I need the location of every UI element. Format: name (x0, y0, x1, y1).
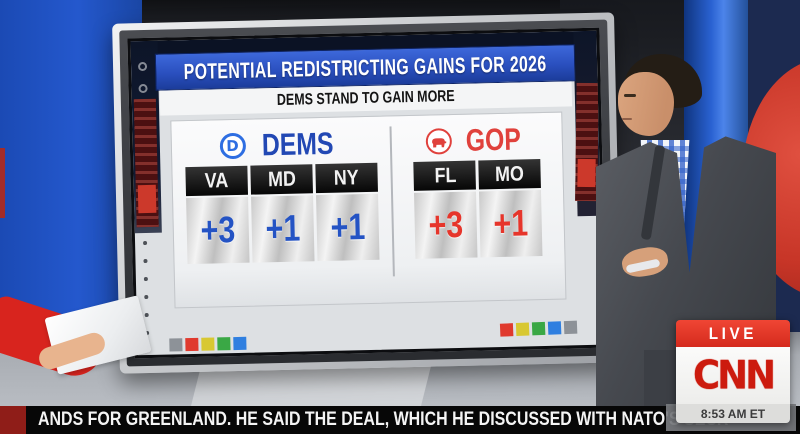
state-abbr: VA (204, 168, 229, 193)
state-gain: +3 (414, 191, 478, 259)
swatch (499, 323, 514, 337)
swatch (217, 337, 231, 351)
state-header: MD (250, 164, 313, 195)
gain-value: +3 (428, 203, 464, 246)
ticker-text: ANDS FOR GREENLAND. HE SAID THE DEAL, WH… (38, 409, 729, 430)
gop-header: GOP (391, 119, 562, 163)
left-legend-panel (133, 98, 159, 228)
state-header: VA (185, 165, 248, 197)
state-header: NY (315, 162, 378, 194)
state-cell-mo[interactable]: MO +1 (478, 159, 543, 258)
dems-header: D DEMS (171, 122, 390, 167)
broadcast-time: 8:53 AM ET (700, 406, 766, 421)
legend-highlight (577, 158, 596, 188)
state-gain: +1 (315, 193, 380, 262)
dems-state-row: VA +3 MD +1 NY +1 (172, 162, 392, 265)
swatch (515, 322, 530, 337)
gain-value: +3 (199, 209, 236, 251)
gop-section: GOP FL +3 MO +1 (391, 113, 565, 303)
network-bug: LIVE CNN 8:53 AM ET (676, 320, 790, 423)
gain-value: +1 (264, 207, 301, 250)
swatch (185, 337, 199, 352)
headline-text: POTENTIAL REDISTRICTING GAINS FOR 2026 (183, 50, 547, 84)
dems-section: D DEMS VA +3 MD +1 (171, 116, 393, 307)
anchor-face (618, 72, 674, 136)
democrat-logo-icon: D (219, 132, 246, 160)
subheadline-text: DEMS STAND TO GAIN MORE (276, 87, 455, 109)
state-cell-va[interactable]: VA +3 (185, 165, 250, 265)
state-header: FL (413, 160, 477, 191)
state-abbr: NY (333, 165, 360, 190)
anchor-mouth (622, 118, 632, 120)
swatch (547, 321, 562, 335)
color-swatches-left (169, 336, 247, 352)
live-badge: LIVE (676, 320, 790, 347)
screw-icon (137, 61, 148, 72)
state-cell-md[interactable]: MD +1 (250, 164, 315, 263)
republican-elephant-icon (425, 128, 453, 155)
time-strip: 8:53 AM ET (676, 404, 790, 423)
swatch (169, 338, 183, 352)
state-abbr: MD (267, 167, 296, 191)
gain-value: +1 (329, 206, 366, 248)
swatch (233, 336, 247, 351)
swatch (201, 337, 215, 351)
state-gain: +1 (479, 190, 543, 258)
gop-label: GOP (465, 121, 522, 158)
legend-highlight (137, 184, 157, 214)
anchor-brow (624, 94, 636, 97)
cnn-logo: CNN (692, 352, 776, 399)
ticker-left-object (0, 406, 26, 434)
cnn-logo-panel: CNN (676, 347, 790, 404)
state-abbr: MO (495, 161, 525, 186)
state-header: MO (478, 159, 542, 190)
dems-label: DEMS (261, 125, 334, 163)
state-gain: +1 (250, 195, 315, 263)
democrat-logo-letter: D (226, 136, 239, 156)
color-swatches-right (499, 320, 578, 337)
live-label: LIVE (708, 323, 758, 343)
gop-state-row: FL +3 MO +1 (392, 159, 564, 260)
left-edge-object (0, 148, 5, 218)
studio-monitor: POTENTIAL REDISTRICTING GAINS FOR 2026 D… (112, 12, 622, 374)
monitor-frame: POTENTIAL REDISTRICTING GAINS FOR 2026 D… (119, 19, 615, 367)
state-abbr: FL (433, 163, 457, 187)
state-gain: +3 (185, 196, 250, 265)
gain-value: +1 (493, 202, 529, 245)
redistricting-panel: D DEMS VA +3 MD +1 (170, 111, 567, 309)
swatch (563, 320, 578, 335)
state-cell-fl[interactable]: FL +3 (413, 160, 478, 259)
swatch (531, 321, 546, 336)
monitor-screen[interactable]: POTENTIAL REDISTRICTING GAINS FOR 2026 D… (127, 27, 607, 359)
state-cell-ny[interactable]: NY +1 (315, 162, 380, 262)
co-anchor-left (0, 288, 166, 408)
screw-icon (138, 83, 148, 94)
